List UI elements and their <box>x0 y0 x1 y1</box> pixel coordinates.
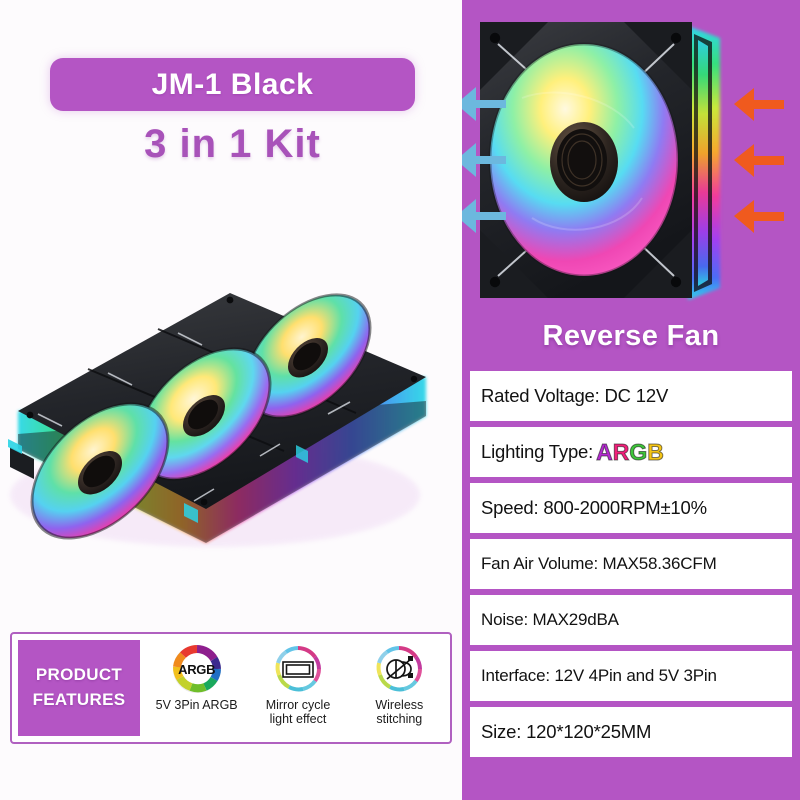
features-label-line2: FEATURES <box>32 690 126 709</box>
argb-color-wheel-icon: ARGB <box>169 641 225 697</box>
feature-item-mirror-cycle: Mirror cycle light effect <box>247 634 348 742</box>
spec-row-noise: Noise: MAX29dBA <box>470 595 792 645</box>
spec-text-fan-air-volume: Fan Air Volume: MAX58.36CFM <box>481 554 717 573</box>
airflow-out-arrows <box>462 87 506 233</box>
feature-item-argb: ARGB 5V 3Pin ARGB <box>146 634 247 742</box>
spec-row-speed: Speed: 800-2000RPM±10% <box>470 483 792 533</box>
right-panel: Reverse Fan Rated Voltage: DC 12V Lighti… <box>462 0 800 800</box>
spec-row-rated-voltage: Rated Voltage: DC 12V <box>470 371 792 421</box>
feature-caption-wireless-stitching: Wireless stitching <box>375 698 424 726</box>
kit-product-image <box>8 293 426 547</box>
argb-wordmark: ARGB <box>596 438 665 465</box>
features-label-line1: PRODUCT <box>35 665 123 685</box>
feature-caption-mirror-cycle: Mirror cycle light effect <box>265 698 331 726</box>
section-title-reverse-fan: Reverse Fan <box>542 320 720 352</box>
spec-text-interface: Interface: 12V 4Pin and 5V 3Pin <box>481 666 717 685</box>
spec-row-lighting-type: Lighting Type: ARGB <box>470 427 792 477</box>
spec-text-rated-voltage: Rated Voltage: DC 12V <box>481 385 669 406</box>
product-title-banner: JM-1 Black <box>50 58 415 111</box>
spec-text-speed: Speed: 800-2000RPM±10% <box>481 497 707 518</box>
wireless-stitching-icon <box>371 641 427 697</box>
reverse-fan-image <box>462 22 784 300</box>
page-title: JM-1 Black <box>151 67 314 101</box>
product-subtitle: 3 in 1 Kit <box>144 122 321 166</box>
argb-icon-text: ARGB <box>178 661 216 677</box>
product-features-box: PRODUCT FEATURES <box>10 632 452 744</box>
spec-row-fan-air-volume: Fan Air Volume: MAX58.36CFM <box>470 539 792 589</box>
spec-text-size: Size: 120*120*25MM <box>481 721 652 742</box>
mirror-cycle-light-icon <box>270 641 326 697</box>
airflow-in-arrows <box>734 88 784 233</box>
feature-caption-argb: 5V 3Pin ARGB <box>155 698 238 712</box>
spec-row-size: Size: 120*120*25MM <box>470 707 792 757</box>
spec-text-noise: Noise: MAX29dBA <box>481 610 619 629</box>
feature-item-wireless-stitching: Wireless stitching <box>349 634 450 742</box>
product-features-label: PRODUCT FEATURES <box>18 640 140 736</box>
spec-list: Rated Voltage: DC 12V Lighting Type: ARG… <box>470 371 792 763</box>
spec-row-interface: Interface: 12V 4Pin and 5V 3Pin <box>470 651 792 701</box>
spec-label-lighting-type: Lighting Type: <box>481 441 594 462</box>
left-panel: JM-1 Black 3 in 1 Kit <box>8 58 452 744</box>
